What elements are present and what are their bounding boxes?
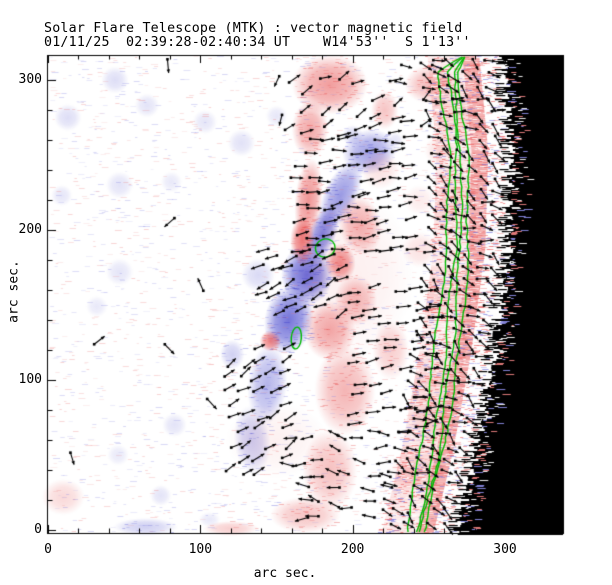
y-tick-label: 0 xyxy=(34,522,42,537)
plot-subtitle: 01/11/25 02:39:28-02:40:34 UT W14'53'' S… xyxy=(44,35,471,50)
y-tick-label: 300 xyxy=(18,72,42,87)
y-axis-label: arc sec. xyxy=(6,260,22,323)
x-tick-label: 100 xyxy=(188,542,213,557)
y-tick-label: 200 xyxy=(18,222,42,237)
y-tick-label: 100 xyxy=(18,372,42,387)
x-tick-label: 200 xyxy=(340,542,365,557)
plot-title: Solar Flare Telescope (MTK) : vector mag… xyxy=(44,21,463,36)
x-tick-label: 0 xyxy=(44,542,52,557)
x-tick-label: 300 xyxy=(493,542,517,557)
x-axis-label: arc sec. xyxy=(253,566,317,581)
